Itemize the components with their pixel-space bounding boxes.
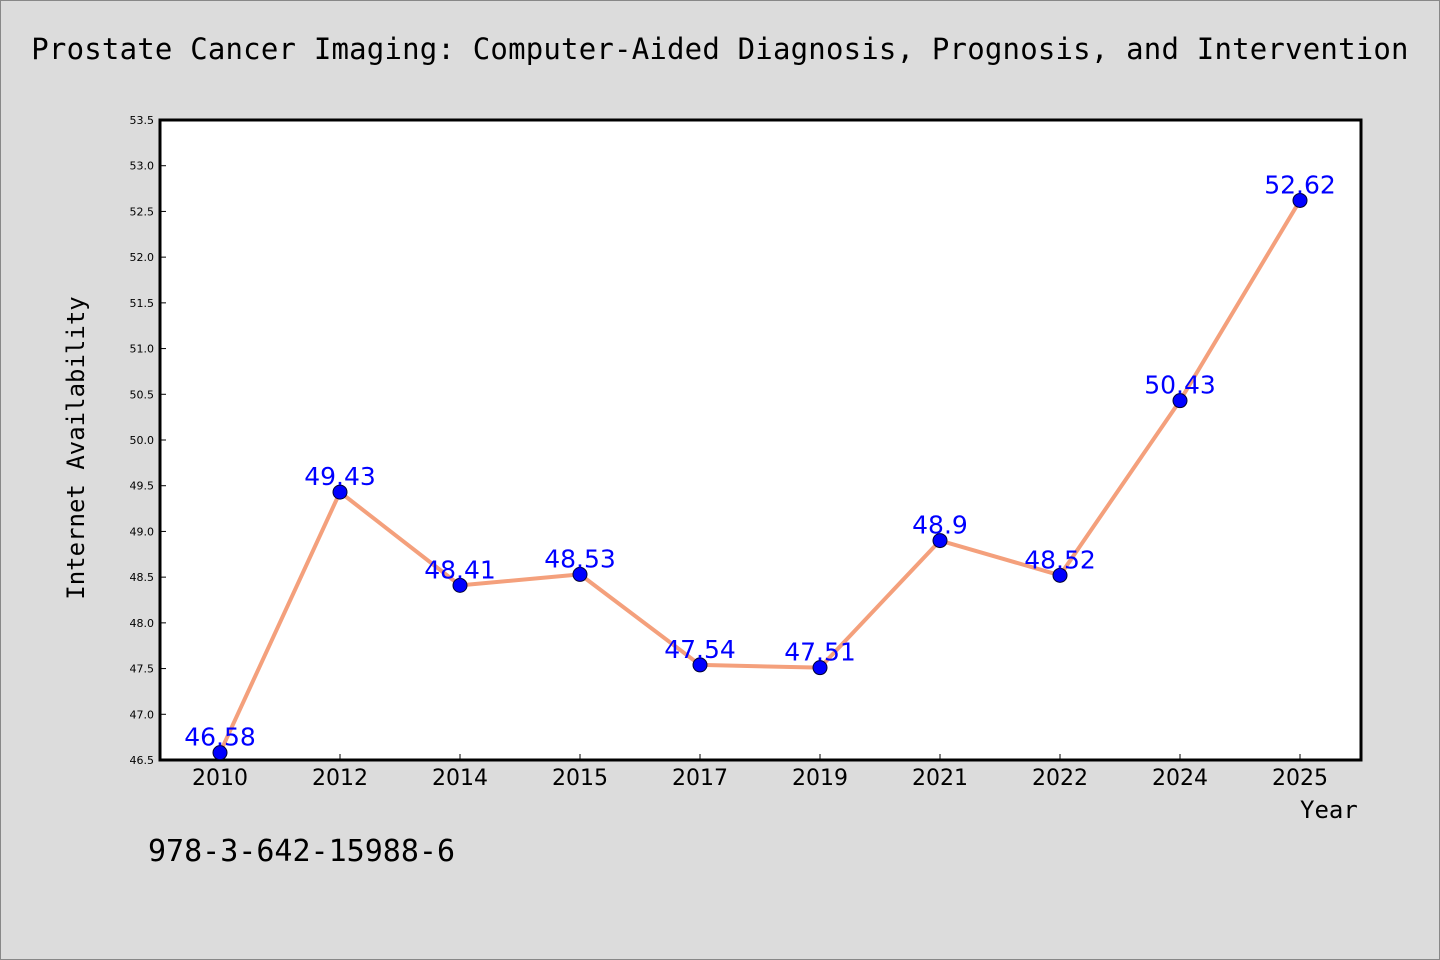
y-tick-label: 50.0 bbox=[130, 434, 155, 447]
chart-title: Prostate Cancer Imaging: Computer-Aided … bbox=[31, 32, 1409, 66]
data-label: 48.53 bbox=[544, 544, 616, 573]
x-tick-label: 2022 bbox=[1032, 766, 1088, 791]
data-label: 52.62 bbox=[1264, 170, 1336, 199]
x-tick-label: 2012 bbox=[312, 766, 368, 791]
y-axis-label: Internet Availability bbox=[62, 296, 90, 600]
data-point bbox=[332, 484, 348, 500]
data-point bbox=[1292, 192, 1308, 208]
y-tick-label: 53.0 bbox=[130, 160, 155, 173]
x-axis-label: Year bbox=[1300, 796, 1358, 824]
data-point bbox=[932, 533, 948, 549]
x-tick-label: 2014 bbox=[432, 766, 488, 791]
x-tick-label: 2021 bbox=[912, 766, 968, 791]
data-label: 47.54 bbox=[664, 635, 736, 664]
data-point bbox=[212, 745, 228, 761]
data-label: 47.51 bbox=[784, 638, 856, 667]
data-label: 46.58 bbox=[184, 723, 256, 752]
y-tick-label: 46.5 bbox=[130, 754, 155, 767]
x-tick-label: 2017 bbox=[672, 766, 728, 791]
data-point bbox=[1172, 393, 1188, 409]
plot-area bbox=[158, 118, 1363, 762]
y-tick-label: 51.5 bbox=[130, 297, 155, 310]
x-tick-label: 2025 bbox=[1272, 766, 1328, 791]
y-tick-label: 52.5 bbox=[130, 205, 155, 218]
data-label: 48.52 bbox=[1024, 545, 1096, 574]
isbn-text: 978-3-642-15988-6 bbox=[148, 834, 456, 869]
y-tick-label: 48.0 bbox=[130, 617, 155, 630]
y-tick-label: 53.5 bbox=[130, 114, 155, 127]
x-tick-label: 2019 bbox=[792, 766, 848, 791]
data-point bbox=[812, 660, 828, 676]
data-point bbox=[692, 657, 708, 673]
y-tick-label: 51.0 bbox=[130, 343, 155, 356]
x-tick-label: 2015 bbox=[552, 766, 608, 791]
data-point bbox=[572, 566, 588, 582]
y-tick-label: 47.0 bbox=[130, 708, 155, 721]
data-label: 48.9 bbox=[912, 511, 968, 540]
data-label: 50.43 bbox=[1144, 371, 1216, 400]
data-label: 49.43 bbox=[304, 462, 376, 491]
data-point bbox=[452, 577, 468, 593]
series-line bbox=[218, 199, 1302, 754]
y-tick-label: 49.0 bbox=[130, 525, 155, 538]
data-point bbox=[1052, 567, 1068, 583]
x-tick-label: 2010 bbox=[192, 766, 248, 791]
data-label: 48.41 bbox=[424, 555, 496, 584]
y-tick-label: 49.5 bbox=[130, 480, 155, 493]
x-tick-label: 2024 bbox=[1152, 766, 1208, 791]
y-tick-label: 48.5 bbox=[130, 571, 155, 584]
y-tick-label: 52.0 bbox=[130, 251, 155, 264]
y-tick-label: 50.5 bbox=[130, 388, 155, 401]
y-tick-label: 47.5 bbox=[130, 663, 155, 676]
